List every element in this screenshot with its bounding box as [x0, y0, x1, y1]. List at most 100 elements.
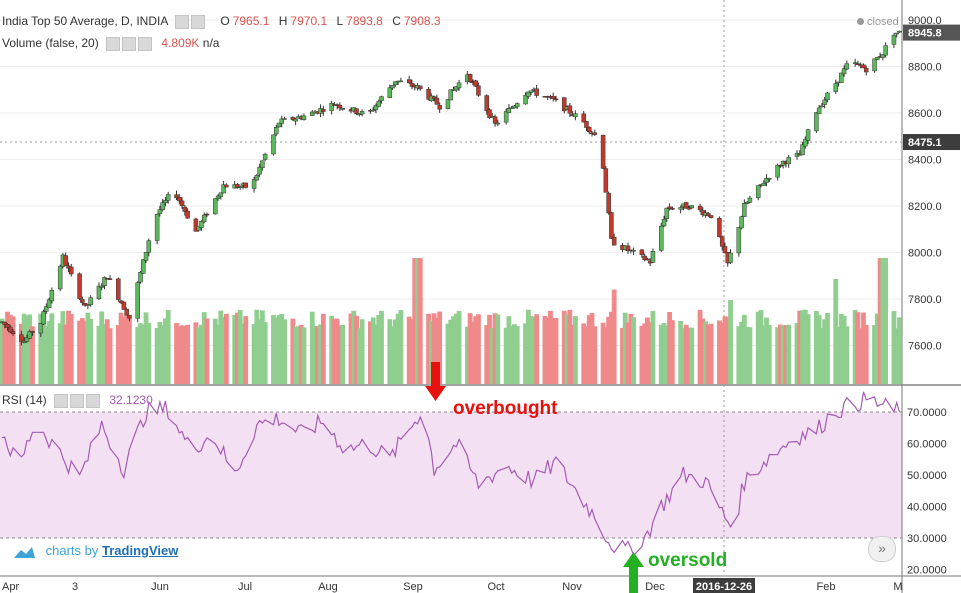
candle — [57, 266, 63, 290]
settings-icon[interactable] — [54, 394, 69, 409]
volume-buttons[interactable] — [106, 36, 154, 52]
candle — [495, 122, 501, 125]
candle — [431, 96, 437, 99]
volume-bar — [523, 323, 528, 384]
legend-buttons[interactable] — [175, 14, 207, 30]
candle — [10, 331, 16, 335]
volume-bar — [470, 321, 476, 384]
volume-bar — [340, 324, 346, 384]
settings-icon[interactable] — [106, 37, 121, 52]
volume-bar — [118, 312, 124, 384]
candle — [370, 109, 376, 112]
candle — [77, 273, 82, 299]
volume-bar — [813, 311, 819, 384]
volume-bar — [705, 324, 711, 384]
date-label-text: 2016-12-26 — [696, 581, 752, 593]
candle — [586, 126, 592, 132]
volume-bar — [415, 258, 420, 384]
candle — [63, 255, 68, 266]
volume-bar — [725, 316, 731, 384]
volume-bar — [63, 324, 69, 384]
eye-icon[interactable] — [122, 37, 137, 52]
candle — [708, 215, 714, 218]
volume-bar — [570, 324, 576, 384]
volume-bar — [487, 314, 492, 384]
ohlc-high-key: H — [278, 14, 288, 28]
candle — [664, 207, 670, 219]
volume-bar — [102, 323, 107, 384]
candle — [279, 118, 285, 124]
volume-bar — [658, 324, 664, 384]
tradingview-link[interactable]: TradingView — [102, 543, 179, 558]
volume-bar — [872, 325, 877, 384]
volume-bar — [398, 310, 404, 384]
candle — [177, 197, 182, 202]
candle — [309, 111, 315, 116]
volume-bar — [548, 310, 553, 384]
candle — [678, 207, 683, 210]
volume-bar — [163, 318, 168, 384]
ohlc-open-key: O — [220, 14, 230, 28]
candle — [562, 97, 567, 112]
close-icon[interactable] — [86, 394, 101, 409]
rsi-value: 32.1230 — [109, 393, 153, 407]
scroll-to-realtime-button[interactable]: » — [868, 536, 896, 562]
close-icon[interactable] — [138, 37, 153, 52]
volume-bar — [645, 317, 650, 384]
volume-bar — [622, 312, 628, 384]
volume-bar — [512, 324, 517, 384]
volume-bar — [68, 313, 74, 384]
volume-bar — [174, 322, 179, 384]
volume-bar — [611, 289, 617, 384]
volume-bar — [584, 326, 589, 384]
candle — [221, 184, 226, 194]
candle — [340, 108, 345, 110]
volume-bar — [877, 258, 883, 384]
candle — [736, 226, 742, 254]
candle — [38, 322, 44, 334]
eye-icon[interactable] — [191, 15, 206, 30]
status-dot-icon — [857, 18, 864, 25]
candle — [213, 198, 218, 215]
volume-bar — [897, 317, 902, 384]
rsi-label: RSI (14) — [2, 393, 47, 407]
candle — [337, 104, 343, 109]
eye-icon[interactable] — [70, 394, 85, 409]
volume-bar — [395, 313, 401, 384]
volume-bar — [320, 313, 326, 384]
volume-bars — [0, 258, 902, 384]
volume-bar — [625, 322, 631, 384]
candle — [667, 206, 672, 209]
volume-bar — [492, 313, 498, 384]
candle — [82, 303, 88, 306]
candle — [739, 216, 744, 229]
volume-bar — [57, 323, 63, 384]
ohlc-open-value: 7965.1 — [232, 14, 270, 28]
volume-bar — [728, 300, 733, 384]
rsi-buttons[interactable] — [54, 393, 102, 409]
volume-bar — [600, 322, 606, 384]
volume-bar — [758, 310, 764, 384]
volume-bar — [553, 317, 559, 384]
volume-bar — [279, 313, 285, 384]
tradingview-branding[interactable]: charts by TradingView — [12, 543, 178, 559]
candle — [2, 321, 8, 325]
volume-bar — [642, 323, 648, 384]
candle — [251, 179, 257, 189]
candle — [503, 111, 509, 123]
candle — [742, 203, 747, 217]
time-tick-label: Oct — [487, 581, 504, 593]
volume-bar — [572, 316, 578, 384]
candle — [49, 290, 55, 302]
volume-bar — [667, 311, 672, 384]
candle — [138, 272, 143, 283]
candle — [193, 218, 199, 232]
candle — [373, 105, 379, 110]
settings-icon[interactable] — [175, 15, 190, 30]
volume-bar — [409, 319, 415, 384]
volume-bar — [309, 311, 315, 384]
volume-bar — [21, 313, 27, 384]
candle — [163, 200, 168, 203]
